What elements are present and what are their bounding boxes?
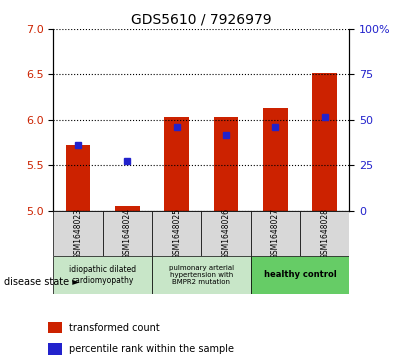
Bar [66,145,90,211]
FancyBboxPatch shape [152,211,201,256]
Text: GSM1648025: GSM1648025 [172,208,181,259]
FancyBboxPatch shape [103,211,152,256]
Bar [115,206,140,211]
Bar [48,343,62,355]
Title: GDS5610 / 7926979: GDS5610 / 7926979 [131,12,272,26]
FancyBboxPatch shape [300,211,349,256]
FancyBboxPatch shape [201,211,251,256]
Text: transformed count: transformed count [69,323,160,333]
FancyBboxPatch shape [53,211,103,256]
Bar [214,117,238,211]
Bar [48,322,62,333]
FancyBboxPatch shape [251,256,349,294]
Text: healthy control: healthy control [263,270,337,280]
Text: GSM1648027: GSM1648027 [271,208,280,259]
Text: GSM1648028: GSM1648028 [320,208,329,259]
Text: GSM1648024: GSM1648024 [123,208,132,259]
Text: GSM1648023: GSM1648023 [74,208,83,259]
Text: idiopathic dilated
cardiomyopathy: idiopathic dilated cardiomyopathy [69,265,136,285]
Text: disease state ►: disease state ► [4,277,80,287]
Bar [312,73,337,211]
Text: pulmonary arterial
hypertension with
BMPR2 mutation: pulmonary arterial hypertension with BMP… [169,265,234,285]
FancyBboxPatch shape [152,256,251,294]
Bar [164,117,189,211]
Text: GSM1648026: GSM1648026 [222,208,231,259]
Text: percentile rank within the sample: percentile rank within the sample [69,344,234,354]
FancyBboxPatch shape [53,256,152,294]
Bar [263,108,288,211]
FancyBboxPatch shape [251,211,300,256]
